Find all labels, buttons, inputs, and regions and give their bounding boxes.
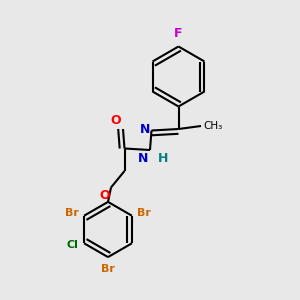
Text: CH₃: CH₃ <box>203 121 223 131</box>
Text: Cl: Cl <box>67 240 79 250</box>
Text: F: F <box>174 27 183 40</box>
Text: N: N <box>140 123 150 136</box>
Text: H: H <box>158 152 168 164</box>
Text: Br: Br <box>137 208 151 218</box>
Text: Br: Br <box>101 264 115 274</box>
Text: O: O <box>99 189 110 202</box>
Text: O: O <box>110 114 121 127</box>
Text: N: N <box>138 152 148 164</box>
Text: Br: Br <box>65 208 79 218</box>
